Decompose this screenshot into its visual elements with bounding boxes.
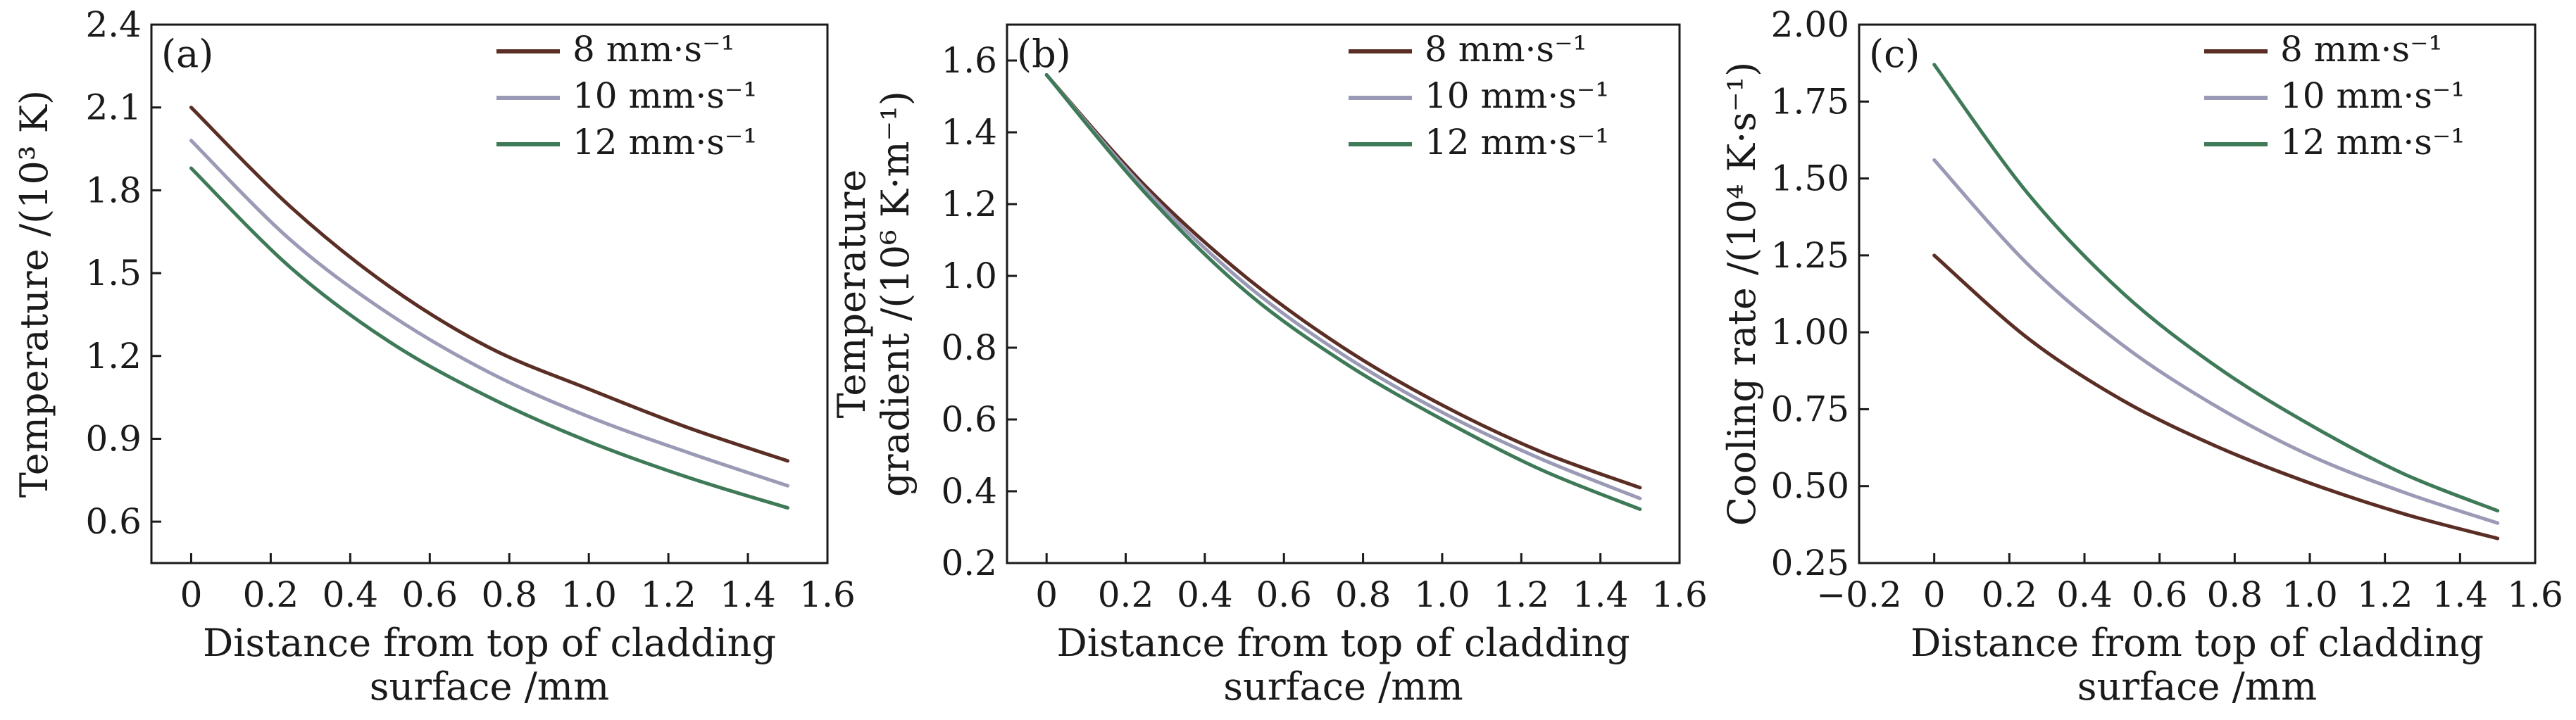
series-line-1 (1932, 253, 2500, 541)
x-tick-label: 0 (1035, 574, 1058, 615)
y-tick-label: 0.8 (941, 327, 997, 368)
y-tick-label: 2.1 (85, 87, 142, 128)
legend-label: 8 mm·s⁻¹ (2280, 29, 2443, 70)
legend-label: 8 mm·s⁻¹ (573, 29, 735, 70)
panel-a: 0 0.2 0.4 0.6 0.8 1.0 1.2 1.4 1.6 0.6 0.9 1.2 1.5 1.8… (12, 4, 856, 709)
x-tick-label: 0 (180, 574, 203, 615)
x-tick-label: 1.2 (2357, 574, 2413, 615)
legend-label: 10 mm·s⁻¹ (1425, 75, 1609, 116)
legend-label: 12 mm·s⁻¹ (573, 122, 757, 163)
legend-label: 10 mm·s⁻¹ (2280, 75, 2465, 116)
x-tick-label: 1.4 (720, 574, 776, 615)
x-tick-label: 0.8 (1335, 574, 1392, 615)
x-tick-label: 0.4 (323, 574, 379, 615)
y-tick-label: 1.4 (941, 112, 997, 153)
x-axis-label-line: surface /mm (1223, 664, 1463, 709)
x-tick-label: 1.6 (2507, 574, 2563, 615)
y-tick-label: 2.00 (1771, 4, 1849, 45)
y-tick-label: 0.50 (1771, 466, 1849, 507)
series-line-2 (189, 139, 790, 488)
x-tick-label: 0.6 (1256, 574, 1312, 615)
x-tick-label: 0.4 (2056, 574, 2113, 615)
x-axis-label-line: surface /mm (370, 664, 609, 709)
legend-label: 10 mm·s⁻¹ (573, 75, 757, 116)
x-axis-label-line: surface /mm (2077, 664, 2317, 709)
x-axis-label: Distance from top of cladding surface /mm (203, 621, 776, 709)
plot-frame (1006, 23, 1681, 564)
x-tick-label: 1.2 (1494, 574, 1550, 615)
x-tick-label: 0 (1923, 574, 1946, 615)
y-tick-label: 1.25 (1771, 235, 1849, 276)
y-axis-label: Temperature /(10³ K) (12, 90, 56, 498)
y-tick-label: 1.50 (1771, 158, 1849, 199)
y-tick-label: 1.2 (941, 184, 997, 225)
x-tick-label: −0.2 (1816, 574, 1901, 615)
x-tick-label: 1.0 (2282, 574, 2338, 615)
x-axis-label: Distance from top of cladding surface /mm (1911, 621, 2484, 709)
x-tick-label: 1.4 (2432, 574, 2489, 615)
x-axis-label-line: Distance from top of cladding (1056, 621, 1630, 665)
x-tick-label: 1.2 (640, 574, 696, 615)
x-tick-label: 0.8 (2207, 574, 2263, 615)
series-line-3 (1932, 63, 2500, 513)
series-line-2 (1932, 158, 2500, 525)
x-tick-label: 1.6 (799, 574, 856, 615)
panel-label: (c) (1869, 32, 1920, 76)
x-tick-label: 0.2 (243, 574, 299, 615)
legend-label: 12 mm·s⁻¹ (2280, 122, 2465, 163)
y-tick-label: 0.9 (85, 418, 142, 459)
y-tick-label: 0.75 (1771, 389, 1849, 429)
series-line-1 (1044, 72, 1642, 490)
y-tick-label: 1.0 (941, 255, 997, 296)
x-axis-label-line: Distance from top of cladding (203, 621, 776, 665)
plot-frame (150, 23, 829, 564)
y-axis-label: Cooling rate /(10⁴ K·s⁻¹) (1720, 62, 1764, 526)
legend-label: 8 mm·s⁻¹ (1425, 29, 1587, 70)
y-tick-label: 0.25 (1771, 543, 1849, 583)
y-tick-label: 1.5 (85, 253, 142, 293)
x-axis-label-line: Distance from top of cladding (1911, 621, 2484, 665)
x-tick-label: 0.2 (1982, 574, 2038, 615)
series-line-3 (189, 166, 790, 510)
y-tick-label: 0.4 (941, 471, 997, 512)
y-axis-label: Temperature (830, 170, 874, 419)
x-tick-label: 1.4 (1573, 574, 1629, 615)
x-tick-label: 0.4 (1177, 574, 1233, 615)
x-tick-label: 1.0 (561, 574, 617, 615)
y-tick-label: 1.75 (1771, 81, 1849, 122)
y-tick-label: 1.00 (1771, 312, 1849, 353)
panel-c: −0.2 0 0.2 0.4 0.6 0.8 1.0 1.2 1.4 1.6 0.25 0.50 0.7… (1720, 4, 2563, 709)
series-line-1 (189, 106, 790, 463)
y-tick-label: 0.6 (85, 501, 142, 542)
y-axis-label: gradient /(10⁶ K·m⁻¹) (873, 91, 918, 497)
y-tick-label: 2.4 (85, 4, 142, 45)
panel-b: 0 0.2 0.4 0.6 0.8 1.0 1.2 1.4 1.6 0.2 0.4 0.6 0.8 1.0… (830, 23, 1708, 709)
x-tick-label: 0.6 (402, 574, 458, 615)
plot-frame (1858, 23, 2537, 564)
y-tick-label: 1.6 (941, 40, 997, 81)
x-tick-label: 1.0 (1414, 574, 1470, 615)
x-tick-label: 1.6 (1651, 574, 1708, 615)
x-tick-label: 0.6 (2132, 574, 2188, 615)
x-tick-label: 0.2 (1098, 574, 1154, 615)
x-tick-label: 0.8 (481, 574, 537, 615)
series-line-2 (1044, 72, 1642, 500)
x-axis-label: Distance from top of cladding surface /mm (1056, 621, 1630, 709)
y-tick-label: 1.8 (85, 170, 142, 210)
panel-label: (a) (161, 32, 213, 76)
y-tick-label: 0.2 (941, 543, 997, 583)
series-line-3 (1044, 72, 1642, 511)
legend-label: 12 mm·s⁻¹ (1425, 122, 1609, 163)
y-tick-label: 0.6 (941, 399, 997, 440)
panel-label: (b) (1017, 32, 1071, 76)
y-tick-label: 1.2 (85, 336, 142, 377)
